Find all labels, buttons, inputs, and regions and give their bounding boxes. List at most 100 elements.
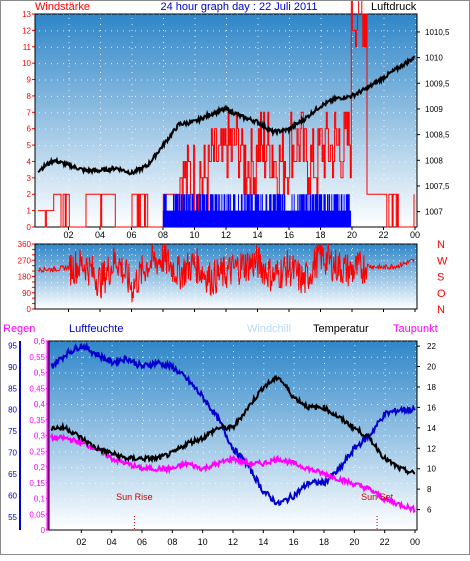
grid-dot [303, 30, 304, 32]
grid-dot [227, 482, 228, 484]
grid-dot [309, 128, 310, 130]
grid-dot [263, 356, 264, 358]
grid-dot [381, 145, 382, 147]
x-tick-label: 22 [380, 537, 390, 547]
grid-dot [395, 451, 396, 453]
grid-dot [142, 483, 143, 484]
grid-dot [189, 287, 190, 289]
grid-dot [383, 260, 385, 261]
grid-dot [53, 435, 54, 437]
grid-dot [269, 404, 270, 405]
grid-dot [369, 177, 370, 179]
grid-dot [384, 369, 386, 370]
grid-dot [117, 287, 118, 289]
grid-dot [117, 161, 118, 163]
grid-dot [111, 194, 112, 196]
grid-dot [353, 514, 354, 516]
grid-dot [201, 46, 202, 48]
grid-dot [285, 95, 286, 97]
grid-dot [189, 292, 190, 294]
grid-dot [149, 372, 150, 374]
grid-dot [407, 467, 408, 468]
grid-dot [311, 514, 312, 516]
grid-dot [39, 177, 40, 179]
grid-dot [393, 161, 394, 163]
grid-dot [123, 30, 124, 32]
grid-dot [323, 419, 324, 421]
x-tick-label: 02 [76, 537, 86, 547]
grid-dot [329, 356, 330, 358]
grid-dot [195, 271, 196, 273]
grid-dot [93, 254, 94, 256]
grid-dot [395, 356, 396, 358]
grid-dot [324, 369, 325, 370]
grid-dot [68, 18, 70, 19]
grid-dot [291, 287, 292, 289]
grid-dot [165, 161, 166, 163]
grid-dot [191, 514, 192, 516]
grid-dot [209, 435, 210, 437]
grid-dot [320, 186, 322, 187]
grid-dot [375, 112, 376, 114]
grid-dot [293, 345, 295, 346]
grid-dot [363, 292, 364, 294]
grid-dot [63, 30, 64, 32]
grid-dot [333, 30, 334, 32]
grid-dot [389, 435, 390, 437]
grid-dot [293, 514, 294, 516]
grid-dot [303, 249, 304, 251]
grid-dot [68, 278, 70, 279]
grid-dot [57, 281, 58, 283]
grid-dot [263, 513, 265, 514]
grid-dot [207, 265, 208, 267]
grid-dot [45, 276, 46, 278]
grid-dot [194, 90, 196, 91]
grid-dot [83, 451, 84, 453]
grid-dot [93, 177, 94, 179]
grid-dot [167, 435, 168, 437]
grid-dot [413, 451, 414, 453]
grid-dot [111, 128, 112, 130]
grid-dot [227, 514, 228, 516]
grid-dot [257, 72, 259, 73]
grid-dot [275, 498, 276, 500]
grid-dot [194, 66, 196, 67]
grid-dot [237, 194, 238, 196]
grid-dot [203, 372, 204, 374]
grid-dot [352, 144, 353, 145]
dewpoint-series [50, 432, 416, 514]
grid-dot [51, 194, 52, 196]
humidity-y-tick-label: 70 [8, 449, 17, 458]
grid-dot [303, 287, 304, 289]
grid-dot [111, 483, 113, 484]
grid-dot [191, 372, 192, 374]
grid-dot [263, 495, 265, 496]
grid-dot [87, 63, 88, 65]
grid-dot [389, 388, 390, 390]
grid-dot [263, 372, 264, 374]
grid-dot [172, 477, 174, 478]
grid-dot [99, 161, 100, 163]
grid-dot [219, 95, 220, 97]
grid-dot [161, 451, 162, 453]
grid-dot [213, 63, 214, 65]
grid-dot [383, 162, 385, 163]
grid-dot [135, 112, 136, 114]
grid-dot [305, 514, 306, 516]
grid-dot [255, 271, 256, 273]
grid-dot [100, 266, 101, 267]
grid-dot [383, 514, 384, 516]
grid-dot [100, 108, 101, 109]
grid-dot [415, 132, 416, 133]
grid-dot [405, 177, 406, 179]
grid-dot [327, 292, 328, 294]
grid-dot [293, 447, 295, 448]
grid-dot [245, 435, 246, 437]
grid-dot [257, 42, 259, 43]
grid-dot [320, 48, 322, 49]
grid-dot [375, 303, 376, 305]
grid-dot [135, 46, 136, 48]
grid-dot [51, 128, 52, 130]
grid-dot [393, 292, 394, 294]
grid-dot [275, 404, 276, 405]
